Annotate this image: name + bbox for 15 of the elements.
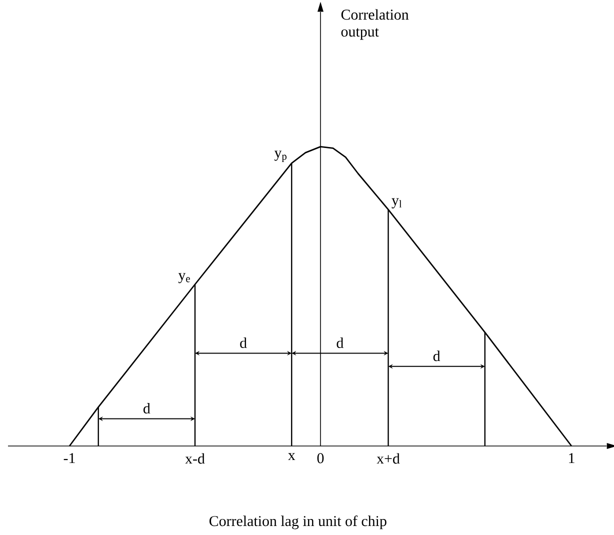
- x-tick-label: x: [288, 453, 296, 460]
- x-tick-label: 1: [569, 453, 574, 464]
- x-tick-label: -1: [64, 453, 75, 464]
- x-tick-label: x-d: [185, 453, 205, 464]
- annotation: d: [433, 350, 440, 362]
- annotation: d: [336, 338, 344, 348]
- x-tick-label: x+d: [376, 453, 400, 464]
- annotation: d: [143, 403, 150, 414]
- x-tick-label: 0: [317, 453, 324, 464]
- annotation: d: [240, 338, 247, 348]
- x-axis-title: Correlation lag in unit of chip: [209, 515, 386, 530]
- annotation: y$_{p}$: [274, 150, 287, 162]
- text: Correlation output: [341, 9, 409, 40]
- annotation: y$_{e}$: [178, 273, 190, 284]
- annotation: y$_{l}$: [392, 198, 402, 208]
